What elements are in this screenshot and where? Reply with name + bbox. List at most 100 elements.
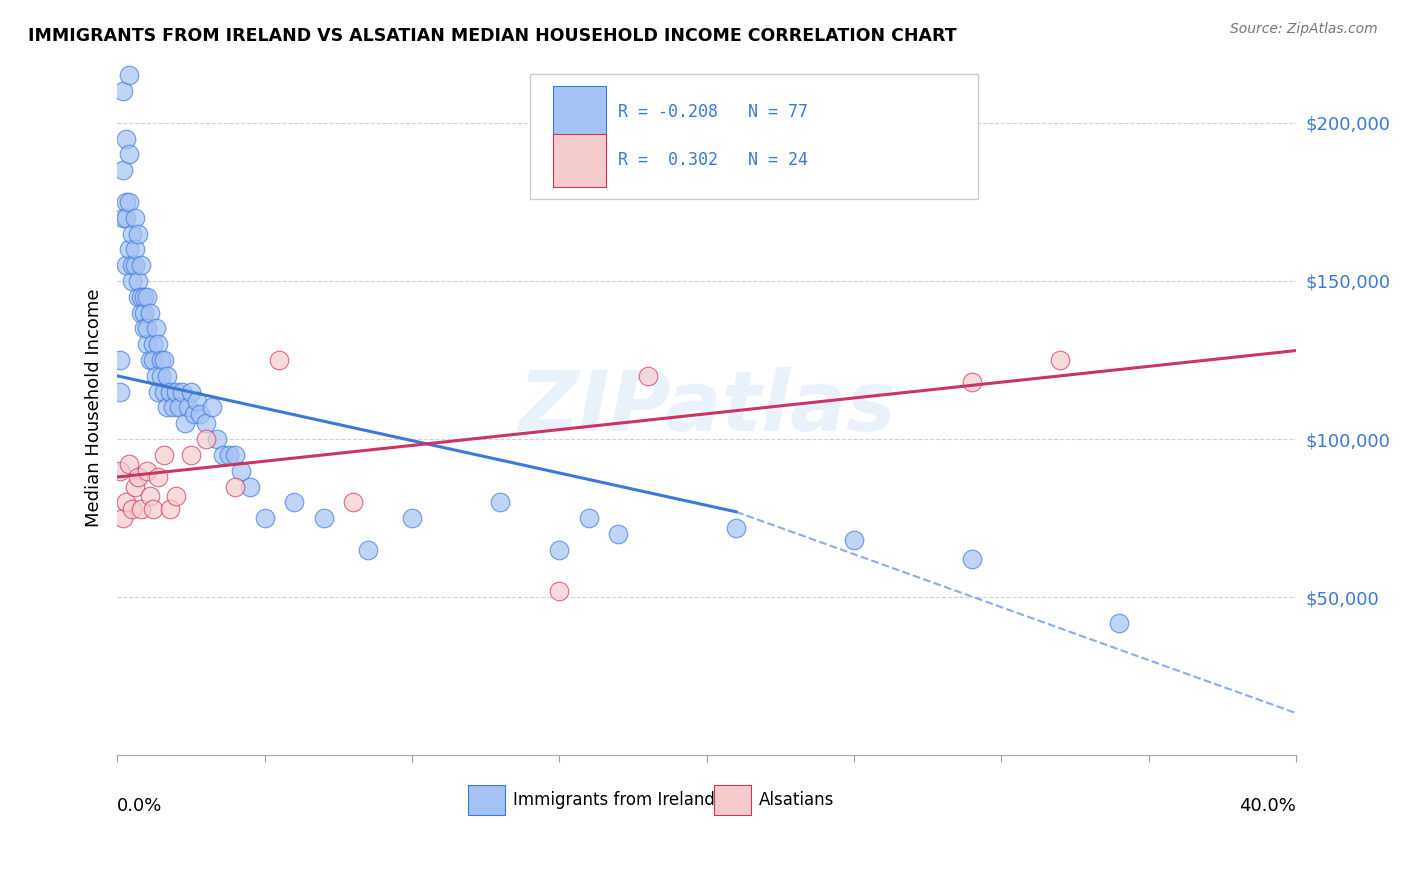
Point: [578, 511, 600, 525]
Point: [229, 464, 252, 478]
Point: [239, 479, 262, 493]
Point: [637, 368, 659, 383]
Point: [124, 258, 146, 272]
Point: [132, 321, 155, 335]
Point: [115, 258, 138, 272]
Point: [218, 448, 240, 462]
Point: [186, 394, 208, 409]
Point: [548, 542, 571, 557]
Point: [165, 384, 187, 399]
Point: [121, 258, 143, 272]
Text: Immigrants from Ireland: Immigrants from Ireland: [513, 791, 716, 809]
Point: [135, 464, 157, 478]
Point: [132, 290, 155, 304]
Point: [129, 258, 152, 272]
Point: [194, 417, 217, 431]
Point: [135, 290, 157, 304]
Point: [145, 368, 167, 383]
Point: [194, 432, 217, 446]
Point: [115, 495, 138, 509]
Point: [312, 511, 335, 525]
Point: [121, 501, 143, 516]
Point: [148, 470, 170, 484]
Point: [607, 527, 630, 541]
Point: [127, 290, 149, 304]
FancyBboxPatch shape: [554, 86, 606, 138]
Text: 0.0%: 0.0%: [117, 797, 163, 815]
Point: [127, 227, 149, 241]
Point: [283, 495, 305, 509]
Point: [118, 458, 141, 472]
Point: [132, 305, 155, 319]
Point: [129, 290, 152, 304]
Point: [180, 448, 202, 462]
Text: R =  0.302   N = 24: R = 0.302 N = 24: [619, 152, 808, 169]
Point: [153, 353, 176, 368]
Point: [127, 470, 149, 484]
Text: ZIPatlas: ZIPatlas: [517, 367, 896, 448]
Point: [253, 511, 276, 525]
Point: [118, 147, 141, 161]
Point: [188, 407, 211, 421]
Point: [357, 542, 380, 557]
Point: [725, 521, 748, 535]
Point: [548, 583, 571, 598]
Point: [127, 274, 149, 288]
Point: [112, 84, 135, 98]
Point: [960, 375, 983, 389]
Point: [135, 321, 157, 335]
Point: [129, 305, 152, 319]
Point: [269, 353, 291, 368]
Point: [212, 448, 235, 462]
Point: [138, 353, 160, 368]
Point: [167, 401, 190, 415]
Point: [118, 194, 141, 209]
Point: [112, 211, 135, 225]
Point: [115, 194, 138, 209]
Point: [108, 384, 131, 399]
Point: [118, 69, 141, 83]
Point: [108, 464, 131, 478]
Point: [156, 368, 179, 383]
Point: [224, 479, 246, 493]
Point: [842, 533, 865, 548]
Point: [148, 337, 170, 351]
Point: [489, 495, 512, 509]
FancyBboxPatch shape: [554, 135, 606, 186]
Point: [174, 417, 197, 431]
Point: [142, 501, 165, 516]
Point: [142, 353, 165, 368]
Point: [124, 243, 146, 257]
Point: [138, 489, 160, 503]
Point: [129, 501, 152, 516]
Point: [145, 321, 167, 335]
Point: [112, 163, 135, 178]
Text: R = -0.208   N = 77: R = -0.208 N = 77: [619, 103, 808, 120]
Point: [121, 227, 143, 241]
Point: [150, 368, 173, 383]
Point: [124, 479, 146, 493]
Point: [162, 401, 184, 415]
Point: [170, 384, 193, 399]
Y-axis label: Median Household Income: Median Household Income: [86, 288, 103, 526]
Point: [121, 274, 143, 288]
Point: [142, 337, 165, 351]
Point: [138, 305, 160, 319]
Point: [207, 432, 229, 446]
Text: IMMIGRANTS FROM IRELAND VS ALSATIAN MEDIAN HOUSEHOLD INCOME CORRELATION CHART: IMMIGRANTS FROM IRELAND VS ALSATIAN MEDI…: [28, 27, 956, 45]
Point: [150, 353, 173, 368]
Point: [1108, 615, 1130, 630]
Point: [401, 511, 423, 525]
Point: [115, 211, 138, 225]
Point: [159, 501, 181, 516]
Point: [224, 448, 246, 462]
Point: [156, 401, 179, 415]
Point: [960, 552, 983, 566]
Point: [148, 384, 170, 399]
Point: [200, 401, 222, 415]
Point: [183, 407, 205, 421]
Point: [1049, 353, 1071, 368]
Point: [153, 384, 176, 399]
Text: 40.0%: 40.0%: [1239, 797, 1296, 815]
Point: [153, 448, 176, 462]
